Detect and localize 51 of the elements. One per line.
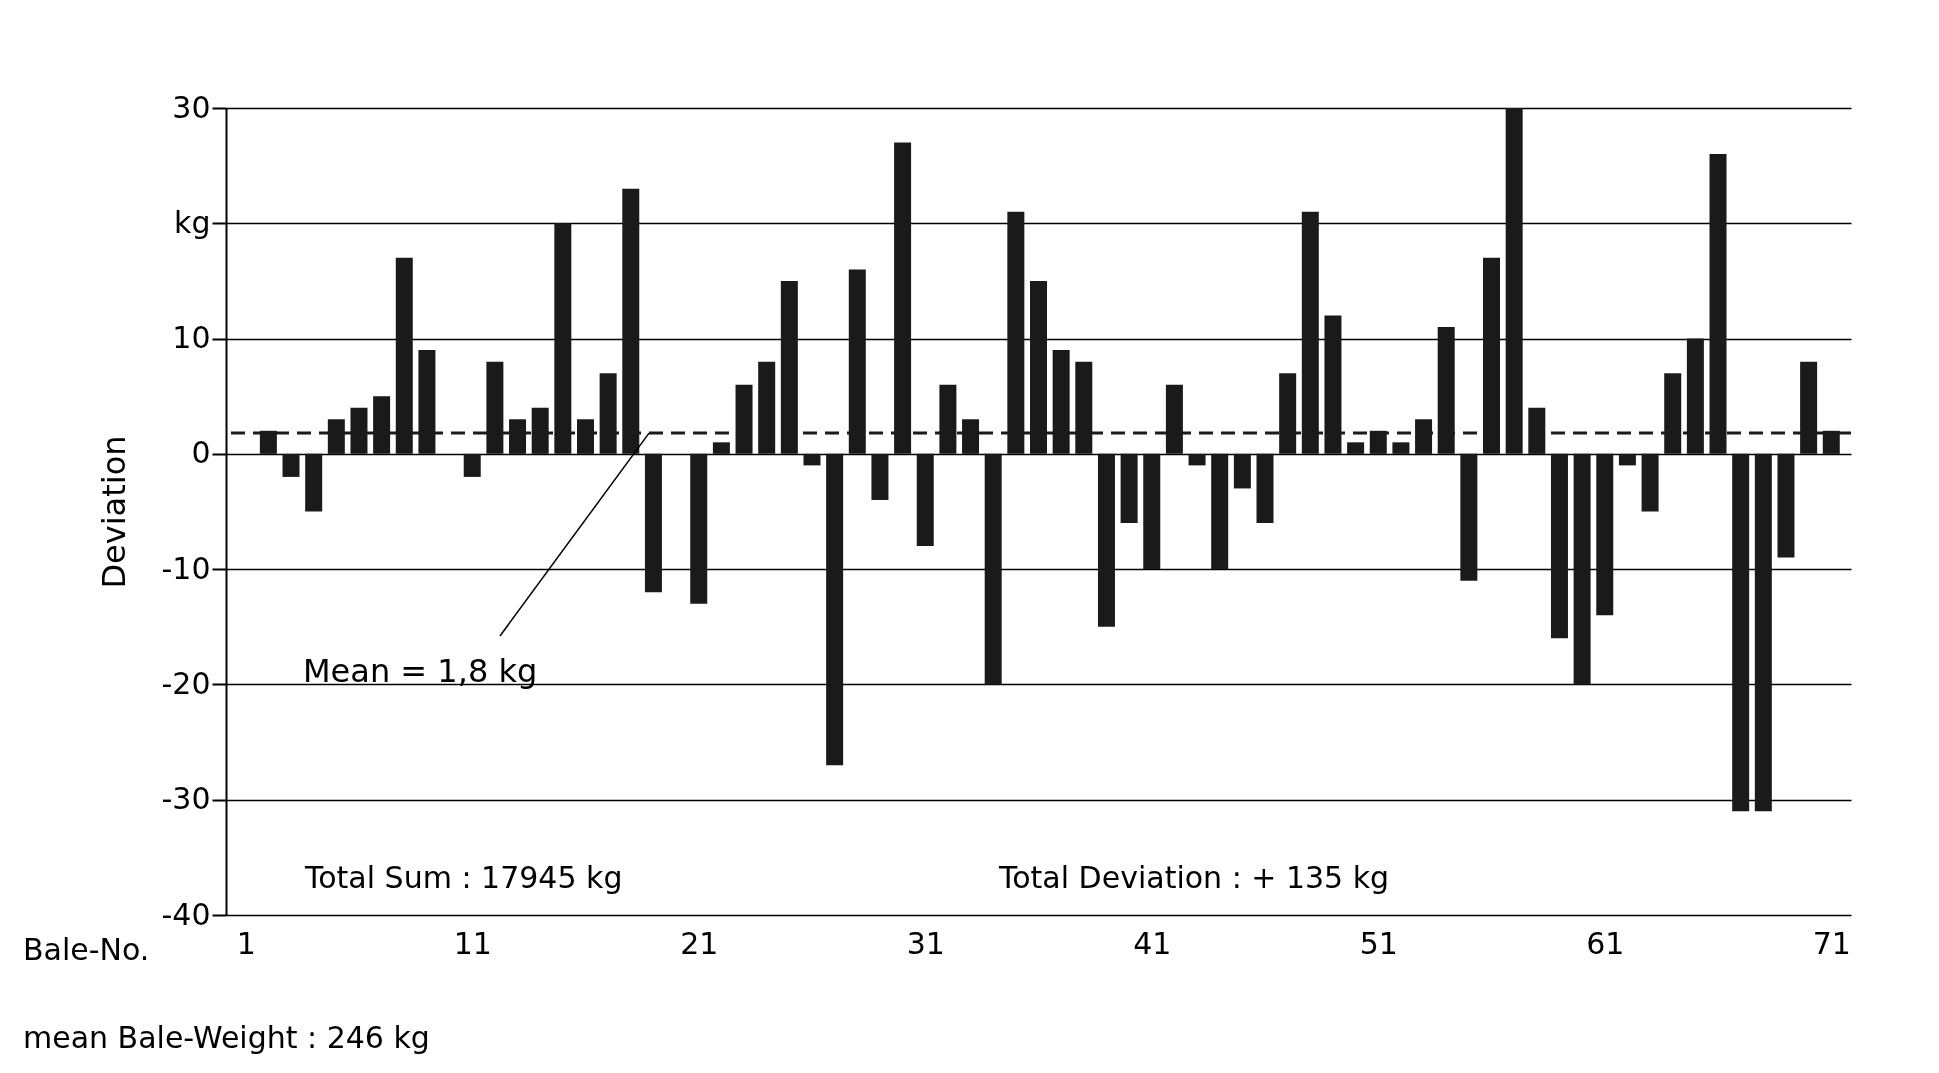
y-tick-label: 10 bbox=[172, 320, 211, 356]
bar bbox=[826, 453, 844, 766]
bar bbox=[916, 453, 934, 547]
y-tick-label: kg bbox=[174, 204, 211, 240]
bar bbox=[871, 453, 889, 500]
x-tick-label: 71 bbox=[1812, 925, 1851, 961]
bar bbox=[1618, 453, 1636, 466]
x-tick-label: 21 bbox=[680, 925, 719, 961]
annotation: Total Deviation : + 135 kg bbox=[998, 860, 1390, 895]
bar bbox=[984, 453, 1002, 685]
annotation: Total Sum : 17945 kg bbox=[304, 860, 623, 895]
y-tick-label: 30 bbox=[172, 89, 211, 125]
bar bbox=[1754, 453, 1772, 812]
bar bbox=[1641, 453, 1659, 512]
text: mean Bale-Weight : 246 kg bbox=[23, 1020, 430, 1055]
bar bbox=[690, 453, 708, 604]
bar bbox=[1347, 442, 1365, 454]
x-axis-title: Bale-No. bbox=[23, 932, 150, 967]
ref-line-label: Mean = 1,8 kg bbox=[303, 652, 538, 690]
bar bbox=[644, 453, 662, 593]
bar bbox=[1097, 453, 1115, 627]
bar bbox=[305, 453, 323, 512]
x-tick-label: 31 bbox=[906, 925, 945, 961]
bar bbox=[463, 453, 481, 477]
x-tick-label: 11 bbox=[453, 925, 492, 961]
bar bbox=[1120, 453, 1138, 524]
y-tick-label: 0 bbox=[191, 435, 211, 471]
bar bbox=[1777, 453, 1795, 558]
bar bbox=[1143, 453, 1161, 570]
bar bbox=[1188, 453, 1206, 466]
bar bbox=[1596, 453, 1614, 616]
x-tick-label: 61 bbox=[1586, 925, 1625, 961]
bar bbox=[1211, 453, 1229, 570]
bar bbox=[1392, 442, 1410, 454]
y-tick-label: -40 bbox=[161, 896, 211, 932]
bar bbox=[1550, 453, 1568, 639]
bar bbox=[1256, 453, 1274, 524]
y-tick-label: -20 bbox=[161, 665, 211, 701]
x-tick-label: 1 bbox=[236, 925, 256, 961]
bar bbox=[712, 442, 730, 454]
bar bbox=[803, 453, 821, 466]
y-axis-title: Deviation bbox=[94, 435, 133, 589]
bar bbox=[1460, 453, 1478, 581]
bar bbox=[1233, 453, 1251, 489]
bar bbox=[1732, 453, 1750, 812]
bar bbox=[282, 453, 300, 477]
y-tick-label: -10 bbox=[161, 550, 211, 586]
bar bbox=[1573, 453, 1591, 685]
x-tick-label: 51 bbox=[1359, 925, 1398, 961]
x-tick-label: 41 bbox=[1133, 925, 1172, 961]
y-tick-label: -30 bbox=[161, 781, 211, 817]
